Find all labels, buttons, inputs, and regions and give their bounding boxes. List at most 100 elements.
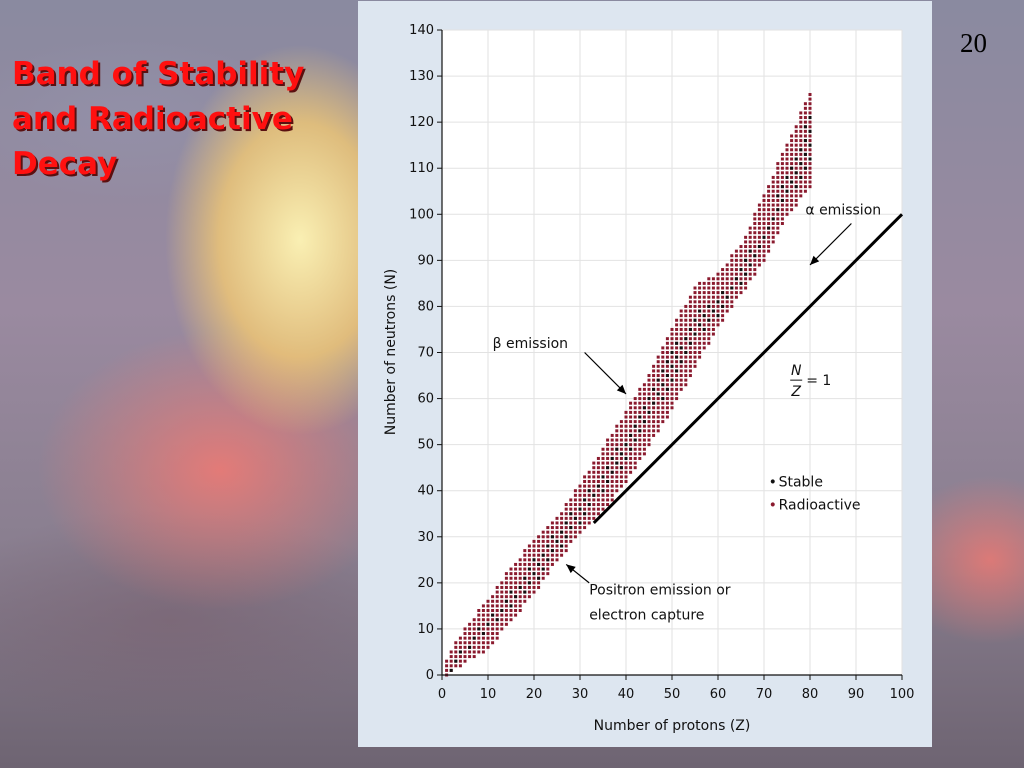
radioactive-nuclide-point: [541, 576, 545, 580]
stable-nuclide-point: [794, 171, 798, 175]
radioactive-nuclide-point: [596, 456, 600, 460]
radioactive-nuclide-point: [785, 198, 789, 202]
radioactive-nuclide-point: [481, 627, 485, 631]
radioactive-nuclide-point: [688, 332, 692, 336]
radioactive-nuclide-point: [684, 383, 688, 387]
radioactive-nuclide-point: [684, 341, 688, 345]
radioactive-nuclide-point: [606, 456, 610, 460]
radioactive-nuclide-point: [730, 263, 734, 267]
stable-nuclide-point: [776, 194, 780, 198]
radioactive-nuclide-point: [688, 360, 692, 364]
radioactive-nuclide-point: [633, 452, 637, 456]
radioactive-nuclide-point: [573, 489, 577, 493]
radioactive-nuclide-point: [780, 208, 784, 212]
radioactive-nuclide-point: [477, 618, 481, 622]
radioactive-nuclide-point: [730, 254, 734, 258]
stable-nuclide-point: [573, 516, 577, 520]
radioactive-nuclide-point: [716, 277, 720, 281]
stable-nuclide-point: [702, 327, 706, 331]
radioactive-nuclide-point: [458, 636, 462, 640]
radioactive-nuclide-point: [776, 226, 780, 230]
radioactive-nuclide-point: [610, 443, 614, 447]
radioactive-nuclide-point: [693, 327, 697, 331]
stable-nuclide-point: [688, 327, 692, 331]
stable-nuclide-point: [624, 456, 628, 460]
radioactive-nuclide-point: [794, 148, 798, 152]
radioactive-nuclide-point: [652, 378, 656, 382]
radioactive-nuclide-point: [767, 189, 771, 193]
radioactive-nuclide-point: [725, 277, 729, 281]
radioactive-nuclide-point: [785, 148, 789, 152]
radioactive-nuclide-point: [509, 613, 513, 617]
stable-nuclide-point: [550, 535, 554, 539]
radioactive-nuclide-point: [569, 539, 573, 543]
radioactive-nuclide-point: [790, 185, 794, 189]
x-tick-label: 40: [618, 687, 635, 702]
radioactive-nuclide-point: [638, 392, 642, 396]
radioactive-nuclide-point: [721, 286, 725, 290]
radioactive-nuclide-point: [790, 152, 794, 156]
radioactive-nuclide-point: [711, 304, 715, 308]
radioactive-nuclide-point: [679, 383, 683, 387]
radioactive-nuclide-point: [550, 562, 554, 566]
radioactive-nuclide-point: [537, 581, 541, 585]
radioactive-nuclide-point: [808, 152, 812, 156]
radioactive-nuclide-point: [656, 360, 660, 364]
radioactive-nuclide-point: [767, 185, 771, 189]
radioactive-nuclide-point: [799, 152, 803, 156]
radioactive-nuclide-point: [711, 291, 715, 295]
radioactive-nuclide-point: [675, 364, 679, 368]
radioactive-nuclide-point: [711, 300, 715, 304]
stable-nuclide-point: [803, 125, 807, 129]
radioactive-nuclide-point: [596, 475, 600, 479]
radioactive-nuclide-point: [647, 374, 651, 378]
radioactive-nuclide-point: [665, 406, 669, 410]
radioactive-nuclide-point: [486, 599, 490, 603]
radioactive-nuclide-point: [495, 627, 499, 631]
stable-nuclide-point: [693, 318, 697, 322]
radioactive-nuclide-point: [771, 198, 775, 202]
radioactive-nuclide-point: [652, 383, 656, 387]
radioactive-nuclide-point: [656, 387, 660, 391]
stable-nuclide-point: [803, 152, 807, 156]
radioactive-nuclide-point: [661, 401, 665, 405]
radioactive-nuclide-point: [753, 235, 757, 239]
positron-emission-label: Positron emission or: [589, 582, 731, 598]
radioactive-nuclide-point: [555, 549, 559, 553]
radioactive-nuclide-point: [780, 175, 784, 179]
radioactive-nuclide-point: [523, 595, 527, 599]
radioactive-nuclide-point: [776, 231, 780, 235]
radioactive-nuclide-point: [560, 512, 564, 516]
stable-nuclide-point: [578, 507, 582, 511]
radioactive-nuclide-point: [771, 194, 775, 198]
radioactive-nuclide-point: [546, 572, 550, 576]
radioactive-nuclide-point: [518, 590, 522, 594]
radioactive-nuclide-point: [679, 355, 683, 359]
radioactive-nuclide-point: [514, 609, 518, 612]
radioactive-nuclide-point: [504, 585, 508, 589]
radioactive-nuclide-point: [523, 549, 527, 553]
radioactive-nuclide-point: [808, 175, 812, 179]
stable-nuclide-point: [615, 461, 619, 465]
stable-nuclide-point: [610, 456, 614, 460]
radioactive-nuclide-point: [500, 604, 504, 608]
radioactive-nuclide-point: [785, 208, 789, 212]
radioactive-nuclide-point: [504, 576, 508, 580]
radioactive-nuclide-point: [725, 281, 729, 285]
stable-nuclide-point: [688, 341, 692, 345]
radioactive-nuclide-point: [693, 341, 697, 345]
radioactive-nuclide-point: [794, 162, 798, 166]
radioactive-nuclide-point: [477, 641, 481, 645]
radioactive-nuclide-point: [753, 249, 757, 253]
radioactive-nuclide-point: [633, 406, 637, 410]
stable-nuclide-point: [670, 364, 674, 368]
radioactive-nuclide-point: [477, 622, 481, 626]
stable-nuclide-point: [776, 208, 780, 212]
radioactive-nuclide-point: [776, 162, 780, 166]
radioactive-nuclide-point: [642, 410, 646, 414]
radioactive-nuclide-point: [702, 281, 706, 285]
stable-nuclide-point: [656, 392, 660, 396]
radioactive-nuclide-point: [633, 415, 637, 419]
radioactive-nuclide-point: [601, 503, 605, 507]
radioactive-nuclide-point: [564, 530, 568, 534]
